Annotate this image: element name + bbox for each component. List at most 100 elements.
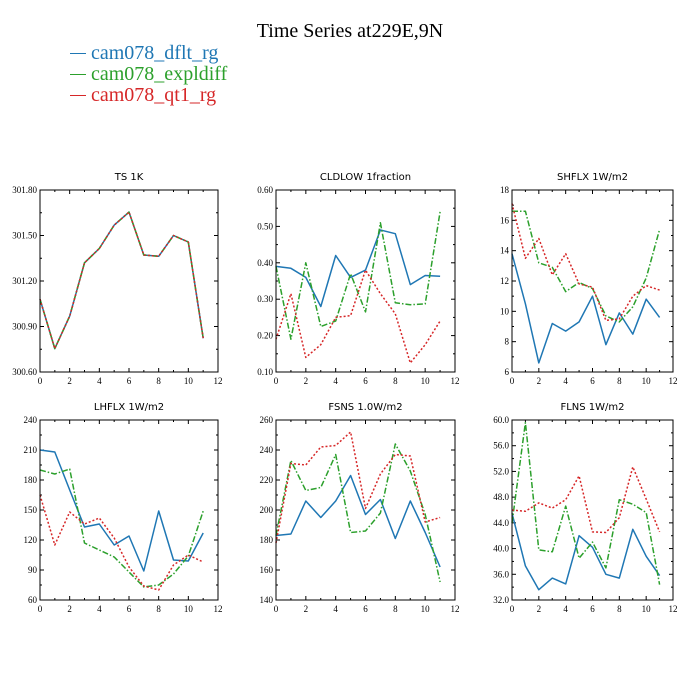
x-tick-label: 0 [38, 376, 43, 386]
y-tick-label: 18 [500, 185, 510, 195]
series-line-3 [39, 494, 204, 591]
x-tick-label: 10 [642, 376, 652, 386]
x-tick-label: 0 [510, 376, 515, 386]
x-tick-label: 2 [67, 376, 72, 386]
x-tick-label: 8 [393, 604, 398, 614]
y-tick-label: 300.90 [12, 322, 37, 332]
panel-frame [275, 419, 456, 601]
panel-frame [511, 419, 674, 601]
x-tick-label: 2 [67, 604, 72, 614]
x-tick-label: 8 [617, 376, 622, 386]
x-tick-label: 2 [304, 604, 309, 614]
series-line-3 [275, 269, 441, 364]
panel-frame [275, 189, 456, 373]
figure-title: Time Series at229E,9N [256, 20, 444, 42]
x-tick-label: 4 [97, 604, 102, 614]
x-tick-label: 12 [451, 604, 460, 614]
series-line-1 [511, 253, 661, 364]
y-tick-label: 60.0 [493, 415, 509, 425]
x-tick-label: 4 [563, 604, 568, 614]
panel-title: LHFLX 1W/m2 [94, 402, 164, 413]
x-tick-label: 12 [669, 604, 678, 614]
y-tick-label: 301.80 [12, 185, 37, 195]
series-line-2 [39, 468, 204, 588]
series-line-1 [275, 474, 441, 568]
y-tick-label: 48.0 [493, 492, 509, 502]
chart-panel-6: FLNS 1W/m2 0 2 4 6 8 10 12 32.0 36.0 40.0 44.0 48.0 5… [493, 402, 677, 614]
y-tick-label: 36.0 [493, 569, 509, 579]
legend: cam078_dflt_rg cam078_expldiff cam078_qt… [68, 43, 227, 106]
y-tick-label: 44.0 [493, 518, 509, 528]
panel-frame [39, 189, 219, 373]
series-line-3 [275, 431, 441, 544]
y-tick-label: 160 [260, 565, 274, 575]
y-tick-label: 56.0 [493, 441, 509, 451]
x-tick-label: 6 [127, 604, 132, 614]
legend-label-dflt: cam078_dflt_rg [91, 42, 219, 64]
legend-entry-dflt: cam078_dflt_rg [68, 43, 227, 64]
chart-panel-3: SHFLX 1W/m2 0 2 4 6 8 10 12 6 8 10 12 14 16 18 [500, 172, 678, 386]
panel-title: CLDLOW 1fraction [320, 172, 411, 183]
y-tick-label: 40.0 [493, 544, 509, 554]
series-line-2 [275, 211, 441, 340]
y-tick-label: 0.10 [257, 367, 273, 377]
y-tick-label: 10 [500, 306, 510, 316]
y-tick-label: 0.40 [257, 258, 273, 268]
y-tick-label: 210 [24, 445, 38, 455]
panel-title: FSNS 1.0W/m2 [328, 402, 402, 413]
x-tick-label: 12 [214, 376, 223, 386]
x-tick-label: 12 [669, 376, 678, 386]
legend-entry-expldiff: cam078_expldiff [68, 64, 227, 85]
y-tick-label: 220 [260, 475, 274, 485]
series-line-1 [511, 513, 661, 591]
legend-entry-qt1: cam078_qt1_rg [68, 85, 227, 106]
y-tick-label: 60 [28, 595, 38, 605]
x-tick-label: 4 [563, 376, 568, 386]
x-tick-label: 0 [38, 604, 43, 614]
x-tick-label: 0 [274, 376, 279, 386]
x-tick-label: 6 [363, 604, 368, 614]
x-tick-label: 8 [393, 376, 398, 386]
y-tick-label: 0.60 [257, 185, 273, 195]
x-tick-label: 4 [97, 376, 102, 386]
series-line-2 [512, 210, 661, 323]
y-tick-label: 180 [24, 475, 38, 485]
x-tick-label: 12 [214, 604, 223, 614]
panel-frame [39, 419, 219, 601]
legend-swatch-dflt [70, 53, 86, 54]
x-tick-label: 0 [510, 604, 515, 614]
y-tick-label: 8 [505, 337, 510, 347]
y-tick-label: 240 [24, 415, 38, 425]
x-tick-label: 8 [617, 604, 622, 614]
x-tick-label: 10 [184, 376, 194, 386]
x-tick-label: 2 [537, 376, 542, 386]
x-tick-label: 6 [590, 604, 595, 614]
x-tick-label: 2 [537, 604, 542, 614]
series-line-3 [511, 203, 660, 322]
x-tick-label: 2 [304, 376, 309, 386]
legend-label-expldiff: cam078_expldiff [91, 63, 228, 85]
y-tick-label: 0.50 [257, 221, 273, 231]
legend-swatch-qt1 [70, 95, 86, 96]
series-line-2 [275, 443, 441, 583]
chart-panel-2: CLDLOW 1fraction 0 2 4 6 8 10 12 0.10 0.20 0.30 0.4… [257, 172, 459, 386]
y-tick-label: 90 [28, 565, 38, 575]
y-tick-label: 6 [505, 367, 510, 377]
x-tick-label: 6 [363, 376, 368, 386]
x-tick-label: 10 [184, 604, 194, 614]
y-tick-label: 301.20 [12, 276, 37, 286]
x-tick-label: 6 [127, 376, 132, 386]
y-tick-label: 0.20 [257, 331, 273, 341]
y-tick-label: 180 [260, 535, 274, 545]
y-tick-label: 150 [24, 505, 38, 515]
y-tick-label: 240 [260, 445, 274, 455]
panel-title: FLNS 1W/m2 [560, 402, 624, 413]
y-tick-label: 52.0 [493, 466, 509, 476]
y-tick-label: 260 [260, 415, 274, 425]
series-line-3 [39, 211, 204, 350]
y-tick-label: 14 [500, 246, 510, 256]
chart-panel-4: LHFLX 1W/m2 0 2 4 6 8 10 12 60 90 120 150 180 210 240 [24, 402, 223, 614]
x-tick-label: 10 [421, 376, 431, 386]
y-tick-label: 12 [500, 276, 509, 286]
